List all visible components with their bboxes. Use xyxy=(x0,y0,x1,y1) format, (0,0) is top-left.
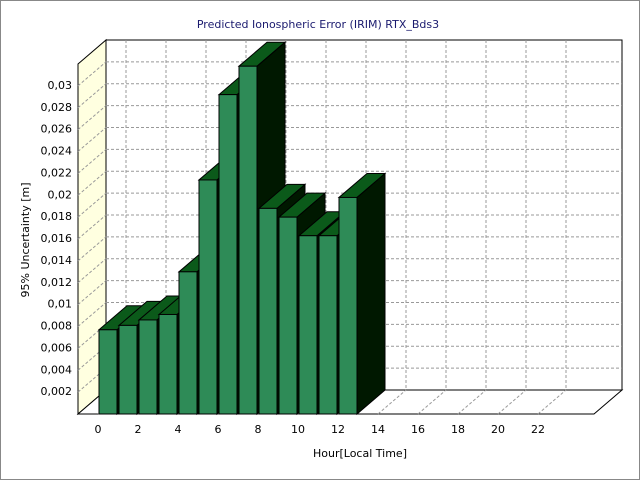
bar xyxy=(278,216,298,415)
grid-line xyxy=(77,302,107,327)
y-tick-label: 0,016 xyxy=(41,232,73,245)
bar xyxy=(338,196,358,415)
bar xyxy=(318,235,338,415)
grid-line xyxy=(77,258,107,284)
y-tick-label: 0,03 xyxy=(48,79,73,92)
y-tick-label: 0,02 xyxy=(48,188,73,201)
x-tick-label: 4 xyxy=(175,423,182,436)
grid-line xyxy=(77,61,107,87)
x-tick-label: 6 xyxy=(215,423,222,436)
bar xyxy=(158,313,178,415)
grid-line xyxy=(377,389,407,415)
x-tick-label: 8 xyxy=(255,423,262,436)
y-tick-label: 0,006 xyxy=(41,341,73,354)
grid-line xyxy=(77,280,107,306)
y-tick-label: 0,008 xyxy=(41,320,73,333)
grid-line xyxy=(497,389,527,415)
y-tick-label: 0,028 xyxy=(41,101,73,114)
grid-line xyxy=(77,148,107,174)
bar xyxy=(98,329,118,415)
grid-line xyxy=(77,170,107,196)
y-tick-label: 0,002 xyxy=(41,385,73,398)
y-tick-label: 0,012 xyxy=(41,276,73,289)
x-tick-label: 22 xyxy=(531,423,545,436)
y-axis-label: 95% Uncertainty [m] xyxy=(19,182,32,297)
bar xyxy=(178,271,198,415)
grid-line xyxy=(77,105,107,131)
grid-line xyxy=(77,83,107,109)
bar xyxy=(218,94,238,415)
bar xyxy=(238,65,258,415)
grid-line xyxy=(537,389,567,415)
grid-line xyxy=(77,214,107,240)
bar xyxy=(198,179,218,415)
x-tick-label: 0 xyxy=(95,423,102,436)
x-tick-label: 18 xyxy=(451,423,465,436)
y-tick-label: 0,014 xyxy=(41,254,73,267)
y-tick-label: 0,024 xyxy=(41,145,73,158)
x-tick-label: 10 xyxy=(291,423,305,436)
y-tick-label: 0,022 xyxy=(41,166,73,179)
bar xyxy=(138,319,158,415)
x-axis-label: Hour[Local Time] xyxy=(313,447,407,460)
x-tick-label: 12 xyxy=(331,423,345,436)
x-tick-label: 14 xyxy=(371,423,385,436)
bar xyxy=(118,324,138,415)
grid-line xyxy=(457,389,487,415)
x-tick-label: 2 xyxy=(135,423,142,436)
bar xyxy=(298,235,318,415)
bar-side xyxy=(356,172,386,416)
bar xyxy=(258,207,278,415)
grid-line xyxy=(77,192,107,218)
y-tick-label: 0,026 xyxy=(41,123,73,136)
y-tick-label: 0,004 xyxy=(41,363,73,376)
grid-line xyxy=(77,236,107,262)
y-tick-label: 0,018 xyxy=(41,210,73,223)
x-tick-label: 20 xyxy=(491,423,505,436)
x-tick-label: 16 xyxy=(411,423,425,436)
grid-line xyxy=(77,127,107,152)
y-tick-label: 0,01 xyxy=(48,298,73,311)
grid-line xyxy=(417,389,447,415)
chart-title: Predicted Ionospheric Error (IRIM) RTX_B… xyxy=(197,18,439,31)
